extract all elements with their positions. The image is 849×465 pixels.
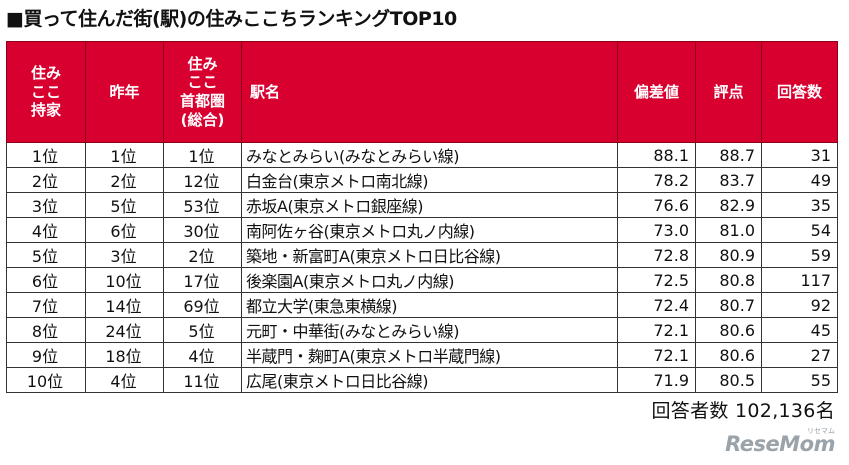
table-row: 2位 2位 12位 白金台(東京メトロ南北線) 78.2 83.7 49 — [6, 167, 838, 193]
table-cell: 赤坂A(東京メトロ銀座線) — [241, 192, 618, 218]
table-cell: 72.5 — [617, 267, 696, 293]
resemom-logo: ReseMom — [725, 432, 835, 456]
table-cell: 88.1 — [617, 142, 696, 168]
logo-kana: リセマム — [807, 427, 835, 435]
table-cell: 92 — [761, 292, 838, 318]
table-cell: 2位 — [6, 167, 86, 193]
table-cell: 88.7 — [695, 142, 762, 168]
table-cell: 5位 — [163, 317, 242, 343]
table-cell: 71.9 — [617, 367, 696, 393]
table-cell: 半蔵門・麹町A(東京メトロ半蔵門線) — [241, 342, 618, 368]
table-cell: 72.1 — [617, 342, 696, 368]
table-cell: 後楽園A(東京メトロ丸ノ内線) — [241, 267, 618, 293]
table-row: 10位 4位 11位 広尾(東京メトロ日比谷線) 71.9 80.5 55 — [6, 367, 838, 393]
table-cell: 76.6 — [617, 192, 696, 218]
table-row: 3位 5位 53位 赤坂A(東京メトロ銀座線) 76.6 82.9 35 — [6, 192, 838, 218]
table-cell: 14位 — [85, 292, 164, 318]
table-cell: 31 — [761, 142, 838, 168]
table-cell: 59 — [761, 242, 838, 268]
table-cell: 6位 — [85, 217, 164, 243]
table-cell: 80.9 — [695, 242, 762, 268]
table-cell: 4位 — [85, 367, 164, 393]
table-cell: 73.0 — [617, 217, 696, 243]
table-cell: 72.8 — [617, 242, 696, 268]
header-row: 住み ここ 持家 昨年 住み ここ 首都圏 (総合) 駅名 偏差値 評点 回答数 — [6, 41, 838, 143]
table-cell: みなとみらい(みなとみらい線) — [241, 142, 618, 168]
table-cell: 82.9 — [695, 192, 762, 218]
table-cell: 南阿佐ヶ谷(東京メトロ丸ノ内線) — [241, 217, 618, 243]
table-cell: 18位 — [85, 342, 164, 368]
table-cell: 3位 — [85, 242, 164, 268]
table-cell: 117 — [761, 267, 838, 293]
table-cell: 4位 — [163, 342, 242, 368]
table-cell: 1位 — [163, 142, 242, 168]
column-header: 住み ここ 首都圏 (総合) — [163, 41, 242, 143]
table-cell: 78.2 — [617, 167, 696, 193]
table-cell: 5位 — [85, 192, 164, 218]
table-cell: 2位 — [85, 167, 164, 193]
table-cell: 45 — [761, 317, 838, 343]
ranking-table: 住み ここ 持家 昨年 住み ここ 首都圏 (総合) 駅名 偏差値 評点 回答数… — [6, 41, 838, 393]
table-cell: 9位 — [6, 342, 86, 368]
table-cell: 1位 — [85, 142, 164, 168]
table-cell: 83.7 — [695, 167, 762, 193]
table-cell: 10位 — [85, 267, 164, 293]
table-cell: 55 — [761, 367, 838, 393]
table-cell: 2位 — [163, 242, 242, 268]
table-cell: 80.8 — [695, 267, 762, 293]
column-header: 駅名 — [241, 41, 618, 143]
table-cell: 27 — [761, 342, 838, 368]
respondent-total: 回答者数 102,136名 — [651, 400, 835, 422]
table-cell: 80.5 — [695, 367, 762, 393]
page-title: ■買って住んだ街(駅)の住みここちランキングTOP10 — [6, 8, 457, 30]
table-cell: 12位 — [163, 167, 242, 193]
table-cell: 54 — [761, 217, 838, 243]
table-cell: 72.1 — [617, 317, 696, 343]
table-row: 4位 6位 30位 南阿佐ヶ谷(東京メトロ丸ノ内線) 73.0 81.0 54 — [6, 217, 838, 243]
column-header: 昨年 — [85, 41, 164, 143]
table-cell: 白金台(東京メトロ南北線) — [241, 167, 618, 193]
table-cell: 都立大学(東急東横線) — [241, 292, 618, 318]
column-header: 偏差値 — [617, 41, 696, 143]
table-row: 8位 24位 5位 元町・中華街(みなとみらい線) 72.1 80.6 45 — [6, 317, 838, 343]
column-header: 住み ここ 持家 — [6, 41, 86, 143]
table-cell: 広尾(東京メトロ日比谷線) — [241, 367, 618, 393]
table-cell: 49 — [761, 167, 838, 193]
table-cell: 1位 — [6, 142, 86, 168]
table-cell: 10位 — [6, 367, 86, 393]
table-row: 1位 1位 1位 みなとみらい(みなとみらい線) 88.1 88.7 31 — [6, 142, 838, 168]
table-cell: 35 — [761, 192, 838, 218]
table-row: 6位 10位 17位 後楽園A(東京メトロ丸ノ内線) 72.5 80.8 117 — [6, 267, 838, 293]
table-cell: 4位 — [6, 217, 86, 243]
table-cell: 80.6 — [695, 317, 762, 343]
table-cell: 6位 — [6, 267, 86, 293]
table-cell: 69位 — [163, 292, 242, 318]
table-row: 5位 3位 2位 築地・新富町A(東京メトロ日比谷線) 72.8 80.9 59 — [6, 242, 838, 268]
table-cell: 元町・中華街(みなとみらい線) — [241, 317, 618, 343]
table-cell: 72.4 — [617, 292, 696, 318]
table-cell: 17位 — [163, 267, 242, 293]
table-cell: 8位 — [6, 317, 86, 343]
table-cell: 53位 — [163, 192, 242, 218]
table-cell: 30位 — [163, 217, 242, 243]
table-cell: 81.0 — [695, 217, 762, 243]
table-row: 7位 14位 69位 都立大学(東急東横線) 72.4 80.7 92 — [6, 292, 838, 318]
table-cell: 80.7 — [695, 292, 762, 318]
column-header: 評点 — [695, 41, 762, 143]
table-cell: 5位 — [6, 242, 86, 268]
table-cell: 築地・新富町A(東京メトロ日比谷線) — [241, 242, 618, 268]
table-cell: 7位 — [6, 292, 86, 318]
table-cell: 24位 — [85, 317, 164, 343]
table-row: 9位 18位 4位 半蔵門・麹町A(東京メトロ半蔵門線) 72.1 80.6 27 — [6, 342, 838, 368]
column-header: 回答数 — [761, 41, 838, 143]
table-cell: 11位 — [163, 367, 242, 393]
table-cell: 80.6 — [695, 342, 762, 368]
table-cell: 3位 — [6, 192, 86, 218]
